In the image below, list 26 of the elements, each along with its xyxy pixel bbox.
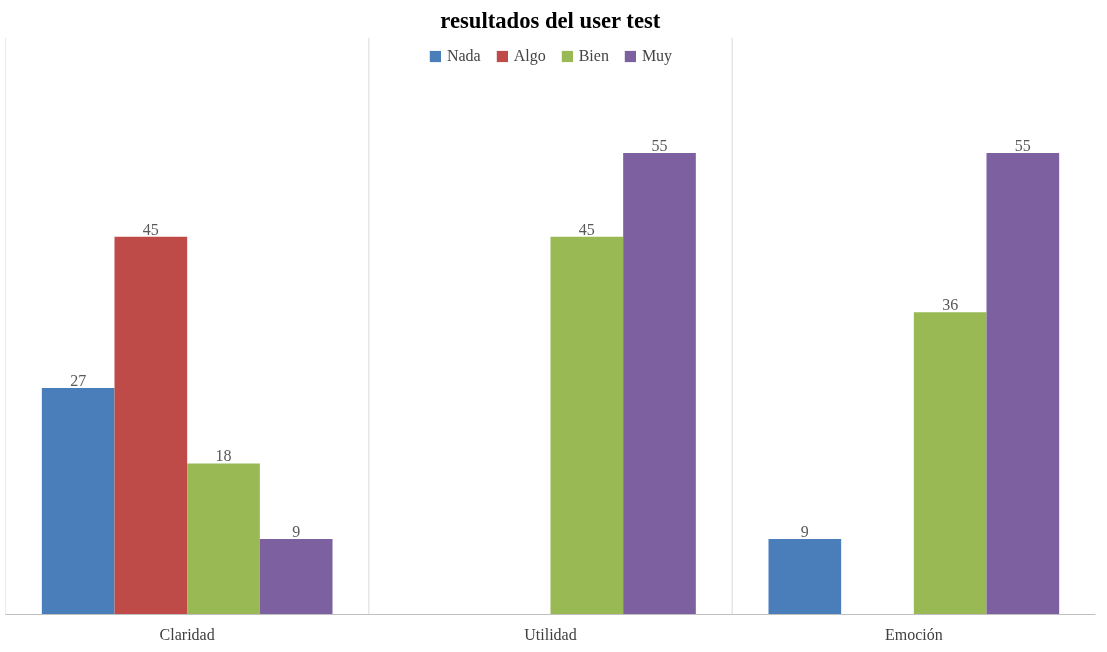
bar bbox=[913, 312, 987, 615]
data-label: 55 bbox=[651, 136, 668, 154]
bar bbox=[986, 152, 1060, 615]
legend-label: Nada bbox=[446, 47, 481, 65]
data-label: 9 bbox=[800, 522, 809, 540]
data-label: 18 bbox=[215, 447, 232, 465]
data-label: 45 bbox=[578, 220, 595, 238]
data-label: 55 bbox=[1014, 136, 1031, 154]
data-label: 27 bbox=[70, 371, 87, 389]
legend-label: Muy bbox=[641, 47, 673, 65]
x-tick-label: Claridad bbox=[159, 625, 215, 643]
bar bbox=[550, 236, 624, 615]
bar bbox=[623, 152, 696, 615]
chart-title: resultados del user test bbox=[440, 7, 661, 33]
bar bbox=[41, 387, 115, 615]
data-label: 45 bbox=[142, 220, 159, 238]
data-label: 9 bbox=[292, 522, 301, 540]
bar bbox=[187, 463, 260, 615]
legend-label: Bien bbox=[578, 47, 609, 65]
data-label: 36 bbox=[942, 296, 959, 314]
legend-label: Algo bbox=[513, 47, 546, 65]
bar bbox=[768, 538, 842, 615]
x-tick-label: Utilidad bbox=[524, 625, 577, 643]
bar bbox=[114, 236, 188, 615]
bar bbox=[259, 538, 333, 615]
x-tick-label: Emoción bbox=[884, 625, 943, 643]
